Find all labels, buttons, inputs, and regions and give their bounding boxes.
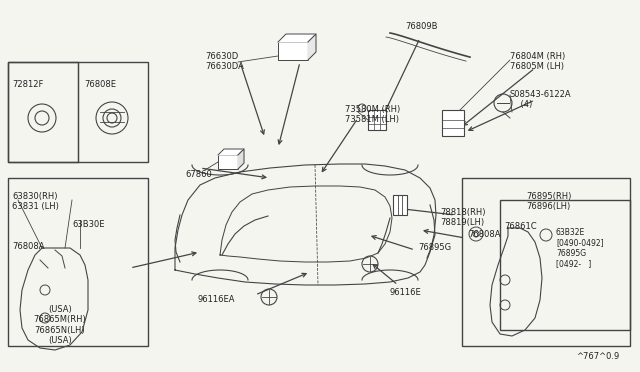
Text: 76861C: 76861C <box>504 222 536 231</box>
Bar <box>393 195 407 215</box>
Text: 76809B: 76809B <box>405 22 438 31</box>
Bar <box>462 178 630 346</box>
Text: 76630D
76630DA: 76630D 76630DA <box>205 52 244 71</box>
Text: 76808E: 76808E <box>84 80 116 89</box>
Text: S08543-6122A
    (4): S08543-6122A (4) <box>510 90 572 109</box>
Bar <box>368 110 386 130</box>
Bar <box>218 155 238 169</box>
Bar <box>8 178 148 346</box>
Text: 76804M (RH)
76805M (LH): 76804M (RH) 76805M (LH) <box>510 52 565 71</box>
Bar <box>8 62 148 162</box>
Text: 76808A: 76808A <box>468 230 500 239</box>
Bar <box>500 200 630 330</box>
Bar <box>278 42 308 60</box>
Text: 96116E: 96116E <box>390 288 422 297</box>
Text: 76895G: 76895G <box>418 243 451 252</box>
Text: 78818(RH)
78819(LH): 78818(RH) 78819(LH) <box>440 208 486 227</box>
Polygon shape <box>308 34 316 60</box>
Bar <box>8 62 78 162</box>
Polygon shape <box>278 34 316 42</box>
Polygon shape <box>218 149 244 155</box>
Text: 63B32E
[0490-0492]
76895G
[0492-   ]: 63B32E [0490-0492] 76895G [0492- ] <box>556 228 604 268</box>
Text: 63B30E: 63B30E <box>72 220 104 229</box>
Text: 72812F: 72812F <box>12 80 44 89</box>
Text: (USA)
76865M(RH)
76865N(LH)
(USA): (USA) 76865M(RH) 76865N(LH) (USA) <box>34 305 86 345</box>
Text: 63830(RH)
63831 (LH): 63830(RH) 63831 (LH) <box>12 192 59 211</box>
Bar <box>442 110 464 136</box>
Text: 96116EA: 96116EA <box>198 295 236 304</box>
Text: ^767^0.9: ^767^0.9 <box>576 352 620 361</box>
Text: 76808A: 76808A <box>12 242 45 251</box>
Text: 76895(RH)
76896(LH): 76895(RH) 76896(LH) <box>526 192 572 211</box>
Polygon shape <box>238 149 244 169</box>
Text: 67860: 67860 <box>185 170 212 179</box>
Text: 73580M (RH)
73581M (LH): 73580M (RH) 73581M (LH) <box>345 105 400 124</box>
